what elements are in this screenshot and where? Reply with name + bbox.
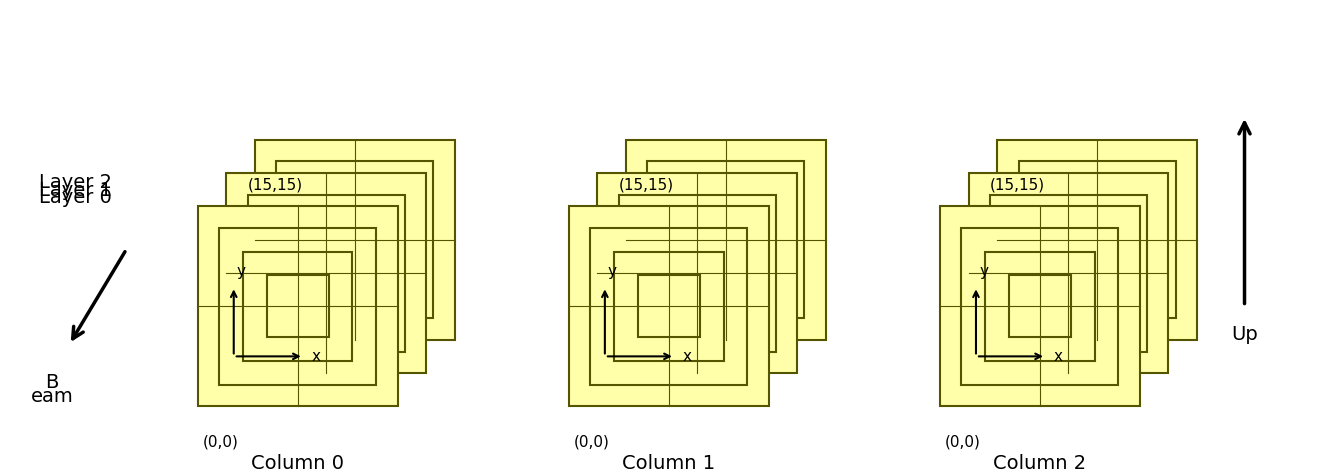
- FancyBboxPatch shape: [243, 252, 352, 361]
- FancyBboxPatch shape: [997, 140, 1197, 340]
- FancyBboxPatch shape: [255, 140, 454, 340]
- Text: Column 2: Column 2: [994, 454, 1086, 472]
- FancyBboxPatch shape: [614, 252, 723, 361]
- FancyBboxPatch shape: [671, 185, 780, 295]
- Text: Layer 0: Layer 0: [40, 188, 112, 207]
- Text: (15,15): (15,15): [248, 177, 302, 192]
- Text: y: y: [236, 264, 246, 279]
- Text: x: x: [312, 349, 321, 364]
- FancyBboxPatch shape: [323, 209, 385, 271]
- FancyBboxPatch shape: [598, 173, 797, 373]
- FancyBboxPatch shape: [990, 194, 1147, 352]
- Text: x: x: [1053, 349, 1063, 364]
- Text: (0,0): (0,0): [202, 435, 239, 450]
- FancyBboxPatch shape: [1019, 161, 1176, 318]
- Text: Column 1: Column 1: [622, 454, 715, 472]
- FancyBboxPatch shape: [985, 252, 1094, 361]
- Text: y: y: [609, 264, 616, 279]
- FancyBboxPatch shape: [1067, 209, 1129, 271]
- FancyBboxPatch shape: [569, 206, 768, 406]
- FancyBboxPatch shape: [1038, 242, 1100, 304]
- Text: Up: Up: [1232, 325, 1258, 345]
- FancyBboxPatch shape: [590, 228, 747, 385]
- FancyBboxPatch shape: [961, 228, 1118, 385]
- FancyBboxPatch shape: [626, 140, 826, 340]
- Text: Layer 2: Layer 2: [40, 173, 112, 192]
- FancyBboxPatch shape: [198, 206, 397, 406]
- FancyBboxPatch shape: [643, 219, 752, 328]
- FancyBboxPatch shape: [694, 209, 756, 271]
- Text: eam: eam: [32, 388, 74, 406]
- Text: Layer 1: Layer 1: [40, 181, 112, 200]
- FancyBboxPatch shape: [969, 173, 1168, 373]
- FancyBboxPatch shape: [226, 173, 426, 373]
- FancyBboxPatch shape: [1043, 185, 1152, 295]
- FancyBboxPatch shape: [296, 242, 358, 304]
- Text: (0,0): (0,0): [574, 435, 610, 450]
- Text: x: x: [682, 349, 692, 364]
- Text: y: y: [979, 264, 989, 279]
- Text: B: B: [45, 373, 59, 392]
- FancyBboxPatch shape: [219, 228, 376, 385]
- Text: (0,0): (0,0): [945, 435, 981, 450]
- FancyBboxPatch shape: [940, 206, 1140, 406]
- FancyBboxPatch shape: [248, 194, 405, 352]
- FancyBboxPatch shape: [300, 185, 409, 295]
- FancyBboxPatch shape: [647, 161, 804, 318]
- Text: Column 0: Column 0: [251, 454, 345, 472]
- FancyBboxPatch shape: [638, 276, 700, 337]
- FancyBboxPatch shape: [619, 194, 776, 352]
- FancyBboxPatch shape: [267, 276, 329, 337]
- Text: (15,15): (15,15): [990, 177, 1045, 192]
- FancyBboxPatch shape: [1008, 276, 1071, 337]
- FancyBboxPatch shape: [1014, 219, 1123, 328]
- FancyBboxPatch shape: [276, 161, 433, 318]
- Text: (15,15): (15,15): [619, 177, 675, 192]
- FancyBboxPatch shape: [667, 242, 729, 304]
- FancyBboxPatch shape: [272, 219, 381, 328]
